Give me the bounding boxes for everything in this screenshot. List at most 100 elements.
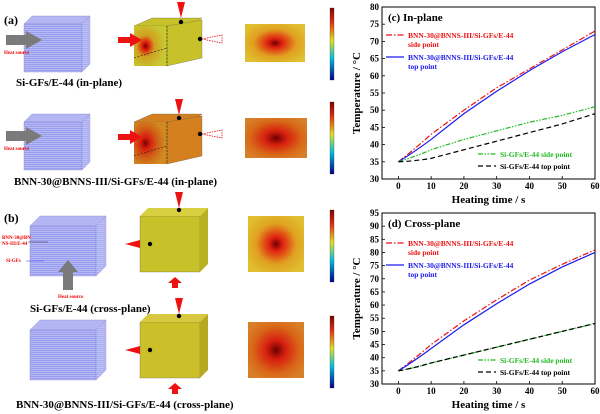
series-line-1 [398,33,596,163]
y-axis-title: Temperature / °C [351,52,363,134]
heat-flux-arrow [168,277,182,288]
legend-label: top point [408,270,437,279]
material-block [29,319,107,381]
legend-label: BNN-30@BNNS-III/Si-GFs/E-44 [408,239,514,248]
charts: 30 35 40 45 50 55 60 65 70 75 80 0 10 20 30 40 50 60 Heati… [351,2,600,411]
block-front-face [23,121,83,171]
legend-label: Si-GFs/E-44 top point [500,368,571,377]
block-top-face [23,113,91,123]
x-tick-label: 10 [427,386,437,396]
caption-a2: BNN-30@BNNS-III/Si-GFs/E-44 (in-plane) [14,176,217,188]
y-axis-title: Temperature / °C [351,257,363,339]
block-side-face [95,215,107,277]
series-line-1 [398,251,596,372]
plot-frame [381,212,596,385]
cube-side-face [200,208,208,272]
y-tick-label: 60 [370,300,380,310]
cube-side-face [166,19,203,67]
side-probe-marker [125,240,140,248]
series-line-3 [398,322,596,372]
hidden-edge [133,145,168,157]
legend-label: side point [408,40,440,49]
chart-title: (c) In-plane [388,12,443,24]
y-tick-label: 65 [370,54,380,64]
heat-source-label: Heat source [4,51,30,56]
probe-point [178,19,184,25]
y-tick-label: 50 [370,105,380,115]
series-line-0 [398,249,596,372]
heatmap-section [245,24,305,62]
caption-b1: Si-GFs/E-44 (cross-plane) [30,303,151,315]
block-side-face [81,15,91,73]
y-tick-label: 40 [370,353,380,363]
x-tick-label: 50 [558,181,568,191]
chart-0: 30 35 40 45 50 55 60 65 70 75 80 0 10 20 30 40 50 60 Heati… [351,2,600,206]
x-tick-label: 40 [525,386,535,396]
x-tick-label: 10 [427,181,437,191]
side-probe-marker [201,34,223,44]
block-side-face [81,113,91,171]
heatmap-section [245,118,307,158]
series-line-2 [398,322,596,372]
material-block [23,15,91,73]
x-axis-title: Heating time / s [452,399,526,411]
y-tick-label: 85 [370,234,380,244]
probe-point [147,347,153,353]
x-tick-label: 20 [459,181,469,191]
heatmap-section [248,216,304,272]
x-tick-label: 0 [396,181,401,191]
layer-label: BNN-30@BN [2,236,31,241]
legend-label: Si-GFs/E-44 side point [500,150,573,159]
y-tick-label: 70 [370,36,380,46]
heatmap-section [248,322,304,378]
x-tick-label: 30 [492,386,502,396]
x-tick-label: 30 [492,181,502,191]
colorbar [329,209,335,283]
caption-b2: BNN-30@BNNS-III/Si-GFs/E-44 (cross-plane… [16,399,234,411]
y-tick-label: 80 [370,2,380,12]
y-tick-label: 35 [370,366,380,376]
colorbar [329,101,335,175]
chart-title: (d) Cross-plane [388,218,460,230]
heat-source-label: Heat source [58,295,84,300]
y-tick-label: 75 [370,19,380,29]
heat-flux-arrow [168,383,182,394]
y-tick-label: 65 [370,287,380,297]
colorbar [329,315,335,389]
x-tick-label: 20 [459,386,469,396]
y-tick-label: 55 [370,313,380,323]
heat-source-label: Heat source [4,147,30,152]
block-top-face [29,319,107,331]
cube-side-face [200,314,208,378]
probe-point [176,207,182,213]
legend-label: BNN-30@BNNS-III/Si-GFs/E-44 [408,261,514,270]
series-line-0 [398,30,596,163]
legend-label: BNN-30@BNNS-III/Si-GFs/E-44 [408,31,514,40]
probe-point [197,131,203,137]
probe-point [176,313,182,319]
temperature-cube [133,17,203,67]
top-probe-marker [177,2,185,18]
y-tick-label: 90 [370,221,380,231]
cube-front-face [134,26,167,66]
material-block [23,113,91,171]
simulation-panel: (a) Heat source Si-GFs/E-44 (in-plane) Heat… [2,2,335,411]
y-tick-label: 45 [370,340,380,350]
x-tick-label: 60 [591,386,600,396]
heat-flux-arrow [118,130,142,144]
hidden-edge [133,47,168,59]
temperature-cube [133,113,203,165]
heat-flux-arrow [118,33,142,47]
cube-front-face [134,122,167,164]
block-front-face [23,23,83,73]
x-tick-label: 40 [525,181,535,191]
heat-source-arrow [6,127,42,145]
side-probe-marker [201,129,223,139]
heat-source-arrow [6,31,42,49]
panel-b-label: (b) [4,211,19,225]
cube-top-face [140,314,208,322]
block-side-face [95,319,107,381]
y-tick-label: 40 [370,140,380,150]
series-line-2 [398,106,596,163]
